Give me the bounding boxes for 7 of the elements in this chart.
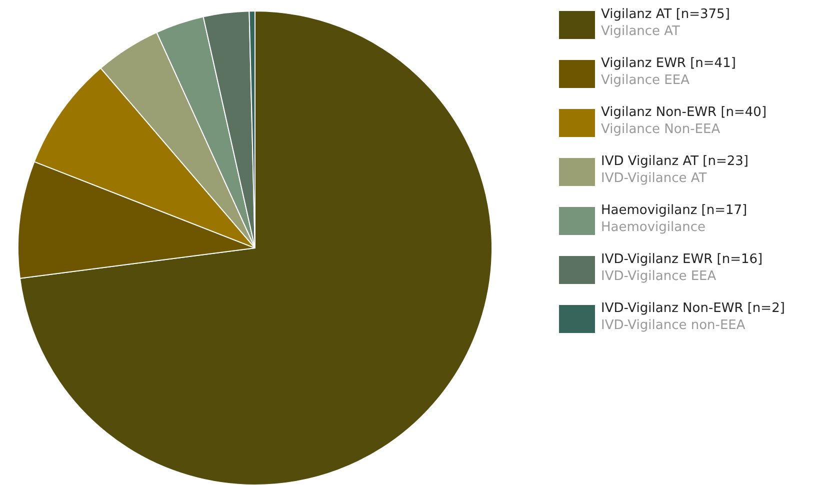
- legend-label: Vigilanz AT [n=375] Vigilance AT: [601, 7, 730, 39]
- legend-label: IVD-Vigilanz Non-EWR [n=2] IVD-Vigilance non-EEA: [601, 301, 785, 333]
- legend-label: IVD-Vigilanz EWR [n=16] IVD-Vigilance EEA: [601, 252, 763, 284]
- legend-label: Vigilanz Non-EWR [n=40] Vigilance Non-EEA: [601, 105, 767, 137]
- legend-label: Vigilanz EWR [n=41] Vigilance EEA: [601, 56, 736, 88]
- legend-label: Haemovigilanz [n=17] Haemovigilance: [601, 203, 748, 235]
- legend-label: IVD Vigilanz AT [n=23] IVD-Vigilance AT: [601, 154, 749, 186]
